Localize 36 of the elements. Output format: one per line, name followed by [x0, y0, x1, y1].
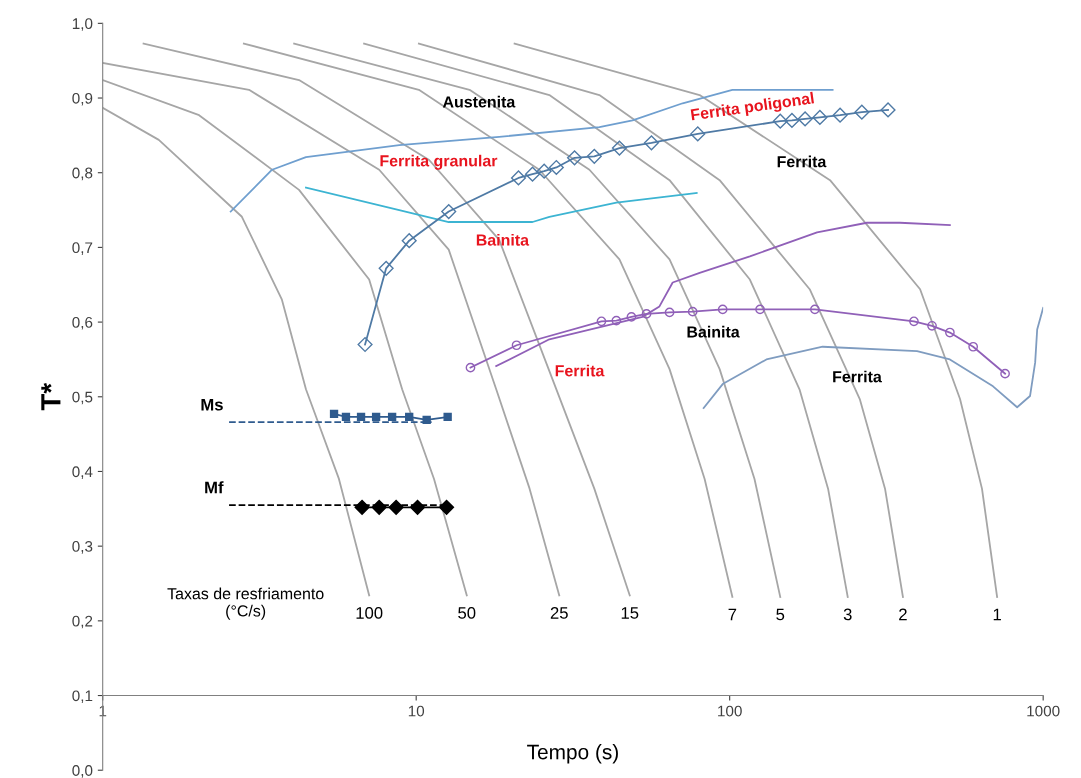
y-tick-label: 0,6: [72, 316, 93, 330]
x-axis-title: Tempo (s): [527, 744, 618, 764]
y-tick-label: 0,2: [72, 615, 93, 629]
series-label: 15: [621, 607, 639, 619]
x-tick-label: 100: [718, 705, 742, 717]
annotation: Austenita: [442, 95, 516, 108]
series-label: 100: [356, 607, 383, 619]
annotation: Ferrita: [833, 370, 882, 383]
series-label: 7: [728, 608, 737, 621]
series-label: 1: [993, 608, 1001, 621]
annotation: Bainita: [476, 233, 530, 246]
y-tick-label: 0,0: [72, 765, 93, 778]
series-label: 50: [458, 607, 476, 619]
annotation: Ferrita: [555, 364, 605, 377]
y-tick-label: 0,9: [72, 92, 93, 106]
annotation: Taxas de resfriamento (°C/s): [167, 587, 324, 620]
annotation: Bainita: [687, 325, 740, 338]
y-tick-label: 0,1: [72, 690, 93, 704]
annotation: Ferrita: [777, 155, 827, 168]
series-label: 3: [843, 608, 852, 621]
y-tick-label: 0,8: [72, 167, 93, 181]
y-tick-label: 0,3: [72, 541, 93, 554]
y-tick-label: 0,4: [72, 466, 93, 479]
annotation: Ferrita poligonal: [690, 91, 815, 124]
series-label: Mf: [205, 481, 224, 494]
y-tick-label: 0,5: [72, 391, 93, 405]
series-label: 25: [550, 607, 568, 619]
series-label: 5: [776, 608, 785, 621]
annotation: Ferrita granular: [380, 154, 498, 170]
series-label: Ms: [201, 398, 223, 411]
y-tick-label: 1,0: [72, 18, 93, 31]
y-tick-label: 0,7: [72, 242, 93, 255]
series-label: 2: [899, 608, 907, 621]
y-axis-title: T*: [41, 382, 61, 411]
x-tick-label: 1000: [1027, 705, 1060, 717]
x-tick-label: 10: [408, 705, 425, 717]
